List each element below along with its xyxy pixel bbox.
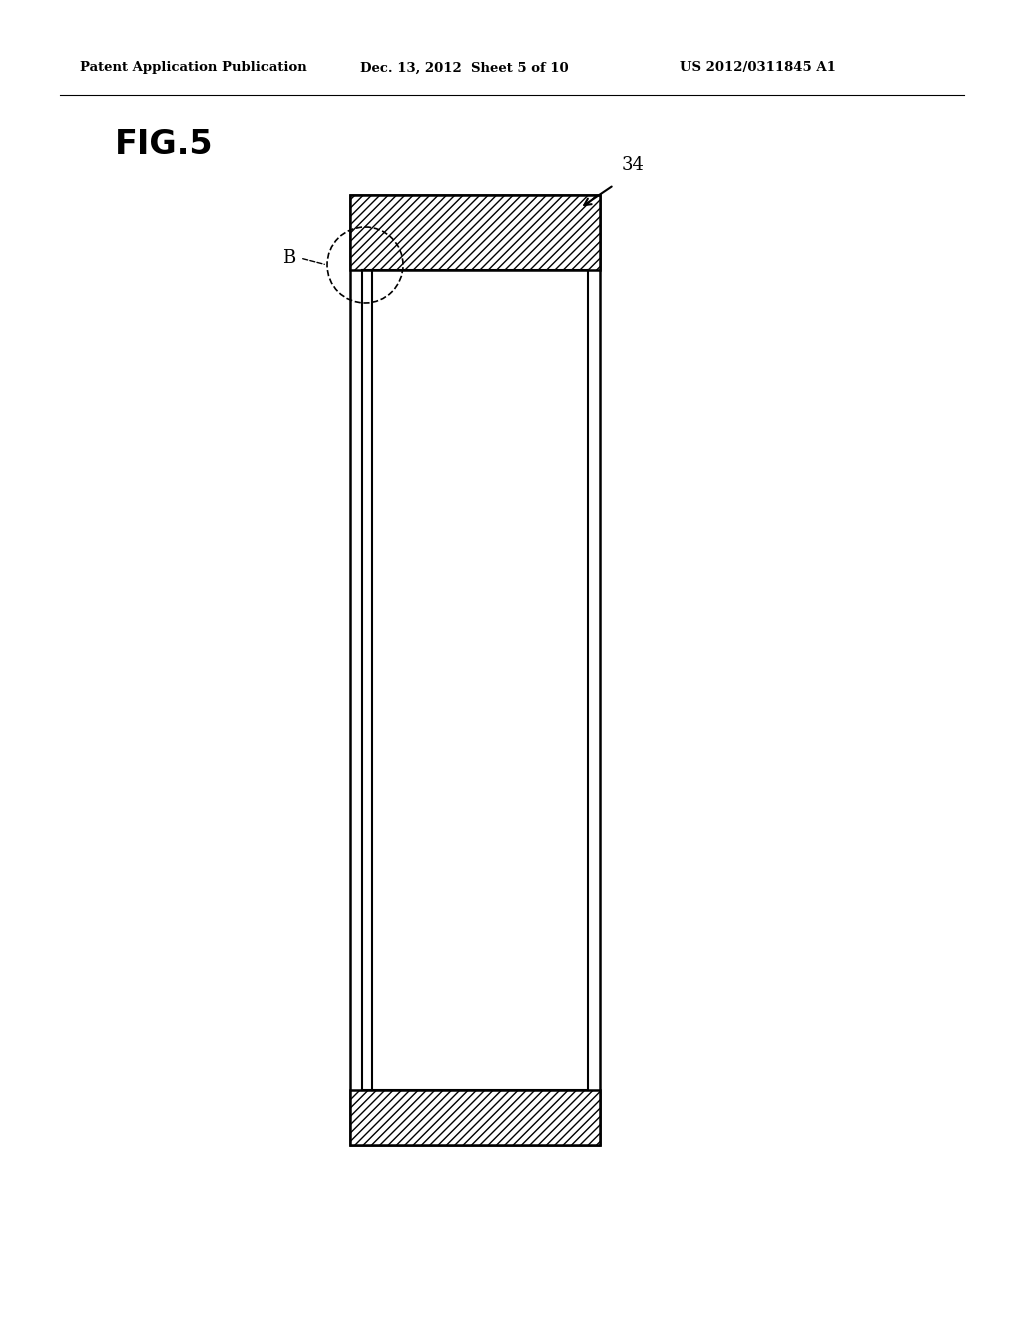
Bar [350,1090,600,1144]
Bar [350,195,600,271]
Text: US 2012/0311845 A1: US 2012/0311845 A1 [680,62,836,74]
Text: B: B [282,249,295,267]
Text: 34: 34 [622,156,645,174]
Bar [350,195,600,1144]
Text: Patent Application Publication: Patent Application Publication [80,62,307,74]
Text: Dec. 13, 2012  Sheet 5 of 10: Dec. 13, 2012 Sheet 5 of 10 [360,62,568,74]
Text: FIG.5: FIG.5 [115,128,214,161]
